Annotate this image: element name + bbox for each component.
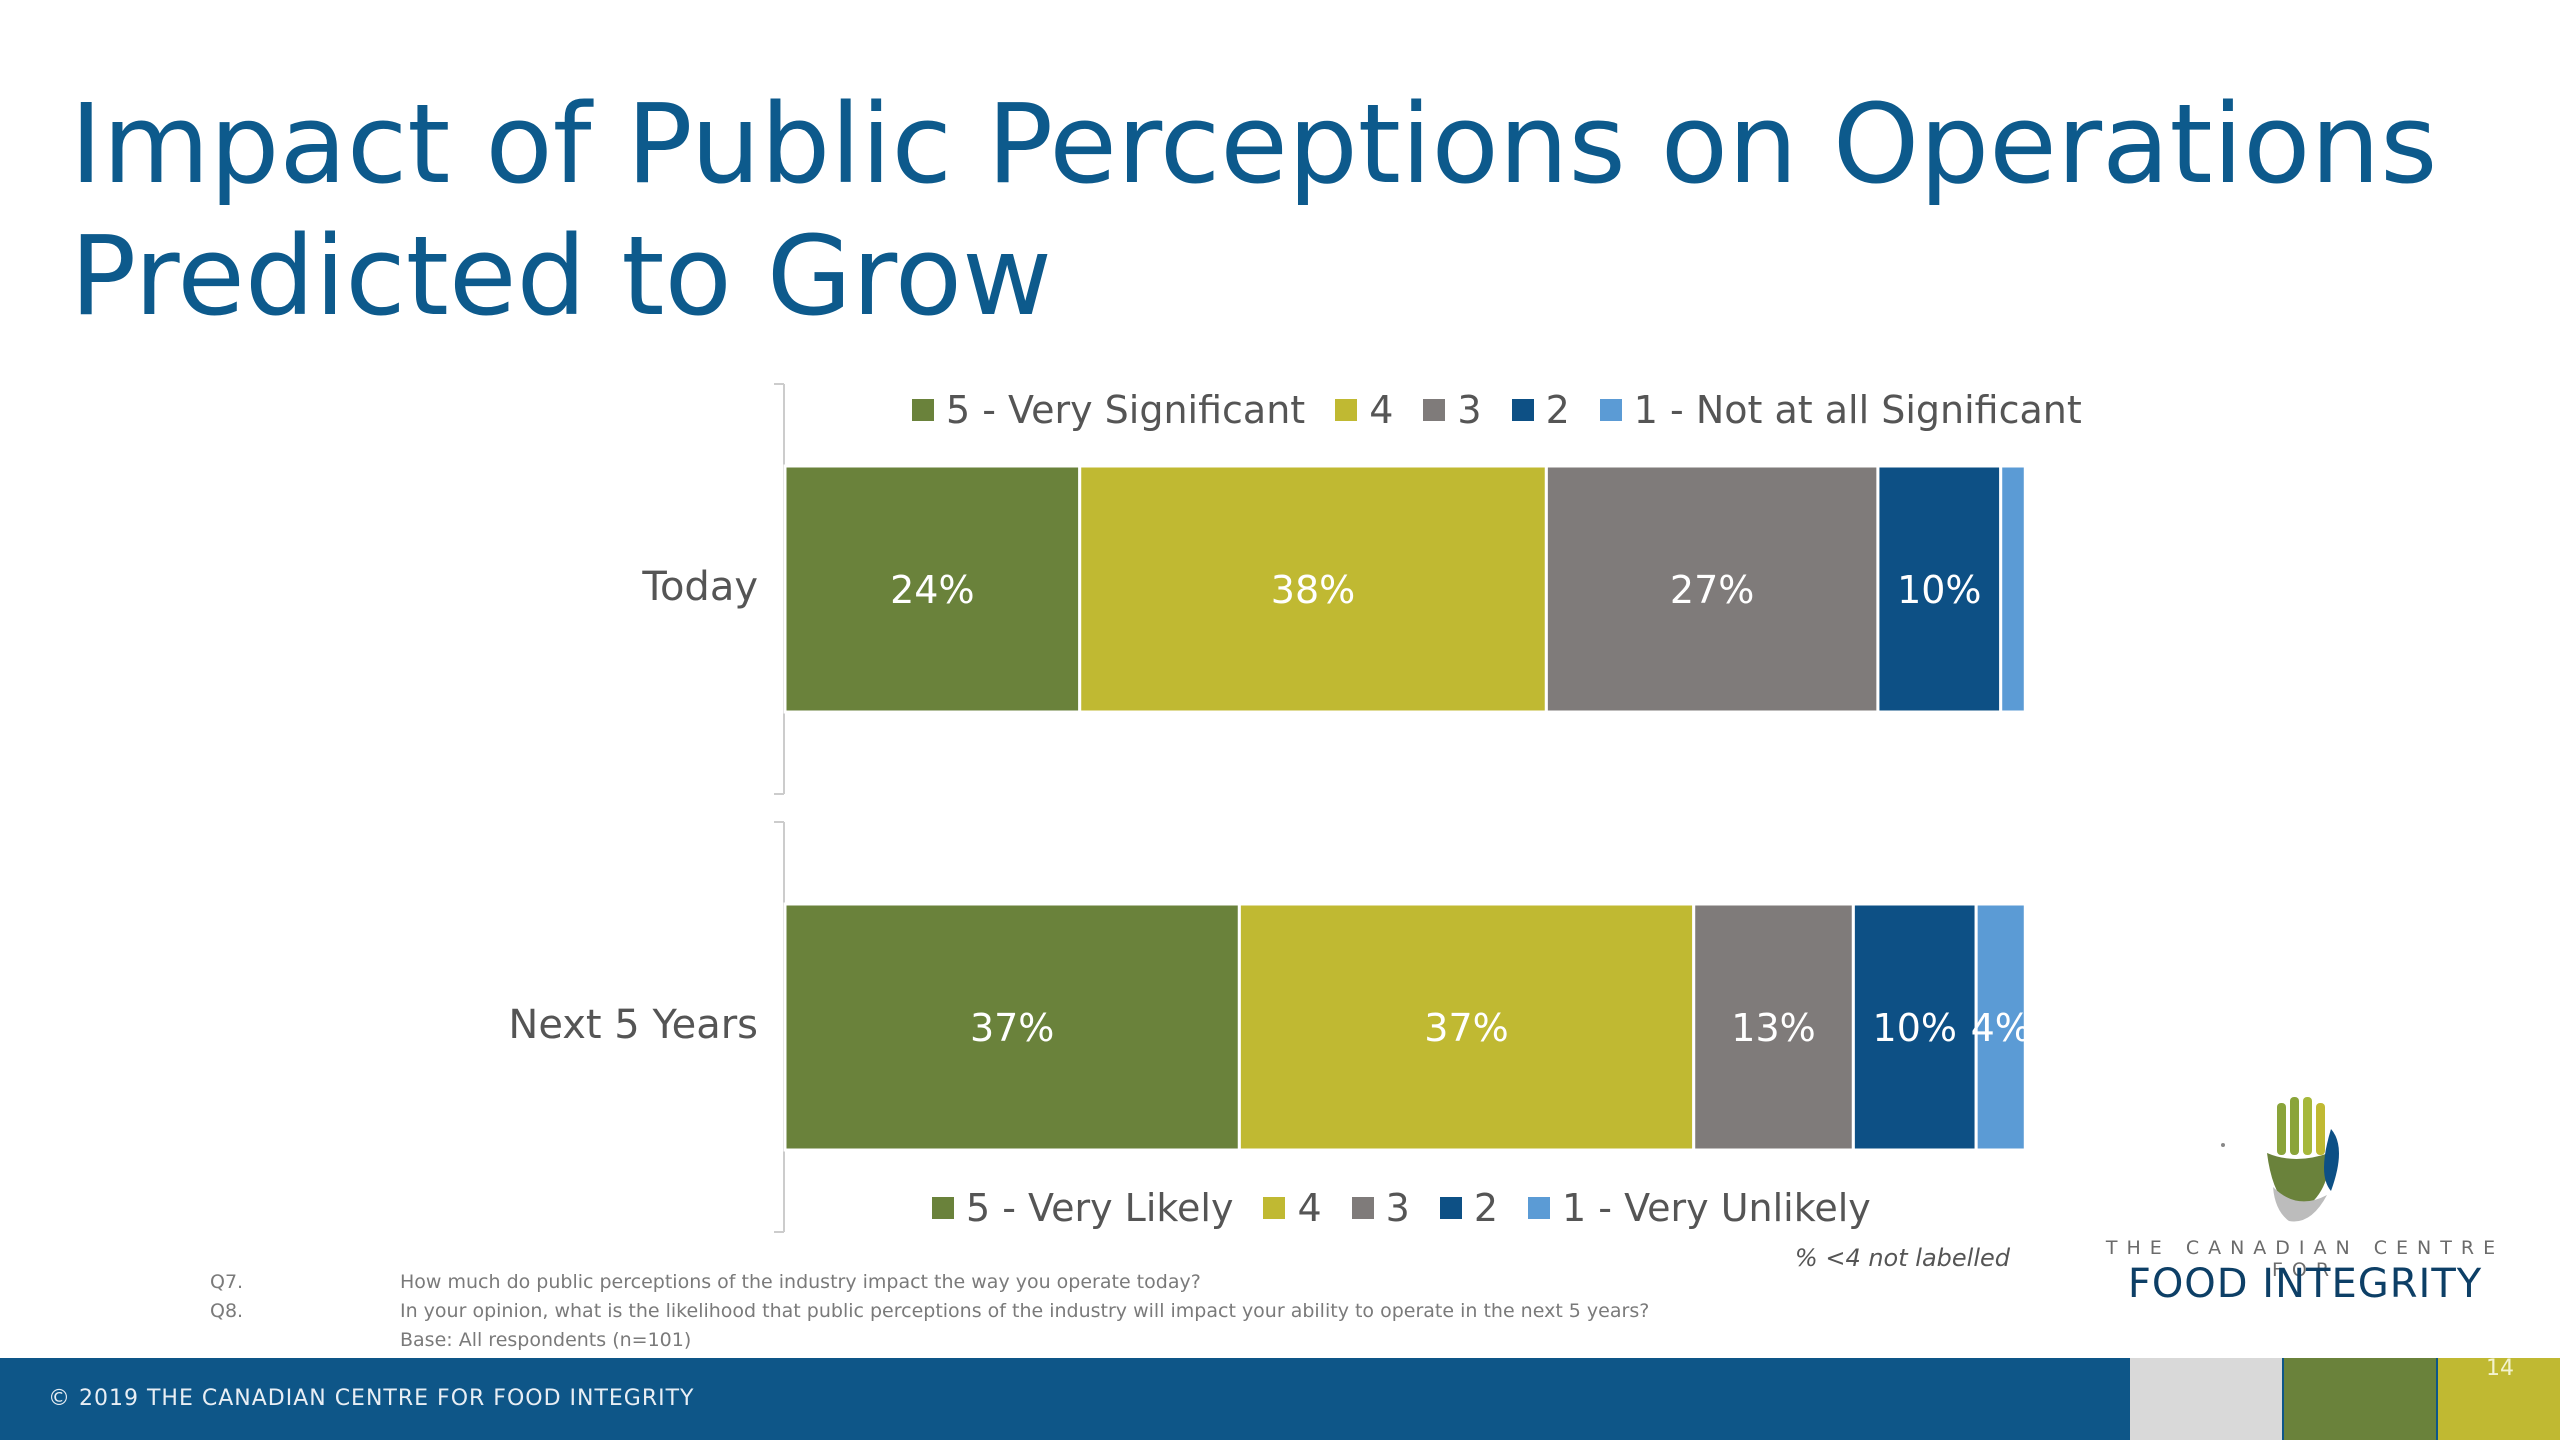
legend-label: 2 xyxy=(1473,1186,1499,1230)
data-label-1-1: 4% xyxy=(1971,1006,2031,1050)
footnote-text: How much do public perceptions of the in… xyxy=(400,1271,1201,1293)
legend-today-item-2: 3 xyxy=(1423,388,1482,432)
legend-next-item-4: 1 - Very Unlikely xyxy=(1528,1186,1871,1230)
bar-segment-1-1 xyxy=(1974,902,2027,1152)
legend-label: 5 - Very Likely xyxy=(966,1186,1234,1230)
data-label-1-4: 37% xyxy=(1424,1006,1508,1050)
legend-swatch xyxy=(1351,1197,1374,1219)
footnote-text: In your opinion, what is the likelihood … xyxy=(400,1300,1650,1322)
legend-today-item-1: 4 xyxy=(1335,388,1393,432)
bar-segment-1-4 xyxy=(1237,902,1696,1152)
footer-copyright: © 2019 THE CANADIAN CENTRE FOR FOOD INTE… xyxy=(48,1386,695,1411)
legend-today-item-4: 1 - Not at all Significant xyxy=(1599,388,2082,432)
legend-next-5-years: 5 - Very Likely 4 3 2 1 - Very Unlikely xyxy=(932,1186,1871,1230)
legend-swatch xyxy=(912,399,934,421)
page-number: 14 xyxy=(2486,1356,2514,1381)
legend-swatch xyxy=(1439,1197,1462,1219)
footer-block-yellow xyxy=(2438,1358,2560,1440)
legend-today-item-0: 5 - Very Significant xyxy=(912,388,1305,432)
data-label-0-5: 24% xyxy=(890,568,974,612)
bar-segment-0-1 xyxy=(1999,464,2027,714)
legend-next-item-0: 5 - Very Likely xyxy=(932,1186,1233,1230)
data-label-1-3: 13% xyxy=(1731,1006,1815,1050)
footnote-code: Q8. xyxy=(210,1300,244,1322)
footnote-q8: Q8. In your opinion, what is the likelih… xyxy=(210,1297,1770,1326)
data-label-1-2: 10% xyxy=(1873,1006,1957,1050)
legend-label: 2 xyxy=(1545,388,1570,432)
legend-swatch xyxy=(1263,1197,1286,1219)
legend-label: 4 xyxy=(1369,388,1394,432)
data-label-0-3: 27% xyxy=(1670,568,1754,612)
legend-label: 4 xyxy=(1297,1186,1322,1230)
bar-segment-0-2 xyxy=(1876,464,2003,714)
bar-segment-1-5 xyxy=(783,902,1241,1152)
bar-segment-0-4 xyxy=(1078,464,1548,714)
legend-label: 5 - Very Significant xyxy=(946,388,1306,432)
legend-today-item-3: 2 xyxy=(1511,388,1570,432)
legend-next-item-3: 2 xyxy=(1439,1186,1499,1230)
category-label-next-5-years: Next 5 Years xyxy=(508,1002,758,1048)
data-label-0-2: 10% xyxy=(1897,568,1981,612)
bar-segment-0-3 xyxy=(1544,464,1880,714)
footnote-q7: Q7. How much do public perceptions of th… xyxy=(210,1268,1770,1297)
not-labelled-note: % <4 not labelled xyxy=(1794,1244,2010,1272)
legend-swatch xyxy=(1335,399,1358,421)
footnotes: Q7. How much do public perceptions of th… xyxy=(210,1268,1770,1355)
legend-today: 5 - Very Significant 4 3 2 1 - Not at all Si… xyxy=(912,388,2082,432)
legend-label: 1 - Very Unlikely xyxy=(1562,1186,1871,1230)
footnote-base: Base: All respondents (n=101) xyxy=(210,1326,1770,1355)
legend-label: 1 - Not at all Significant xyxy=(1633,388,2082,432)
legend-next-item-1: 4 xyxy=(1263,1186,1322,1230)
legend-swatch xyxy=(932,1197,954,1219)
footnote-code: Q7. xyxy=(210,1271,244,1293)
stacked-bar-chart: 24% 38% 27% 10% 37% 37% 13% 10% 4% xyxy=(774,383,2031,1233)
footer-block-gray xyxy=(2130,1358,2282,1440)
legend-swatch xyxy=(1528,1197,1551,1219)
footnote-text: Base: All respondents (n=101) xyxy=(400,1329,692,1351)
page-title-line-2: Predicted to Grow xyxy=(70,212,1053,340)
legend-label: 3 xyxy=(1385,1186,1410,1230)
footer-block-green xyxy=(2284,1358,2436,1440)
legend-swatch xyxy=(1511,399,1534,421)
legend-swatch xyxy=(1599,399,1622,421)
ccfi-logo: THE CANADIAN CENTRE FOR FOOD INTEGRITY xyxy=(2085,1095,2525,1307)
data-label-1-5: 37% xyxy=(970,1006,1054,1050)
logo-text-line-2: FOOD INTEGRITY xyxy=(2127,1261,2483,1307)
legend-label: 3 xyxy=(1457,388,1482,432)
category-label-today: Today xyxy=(642,564,758,610)
bar-segment-1-3 xyxy=(1692,902,1855,1152)
page-title: Impact of Public Perceptions on Operatio… xyxy=(70,78,2470,342)
legend-next-item-2: 3 xyxy=(1351,1186,1410,1230)
footnote-code xyxy=(210,1326,400,1355)
hand-leaf-icon xyxy=(2221,1097,2339,1222)
legend-swatch xyxy=(1423,399,1446,421)
data-label-0-4: 38% xyxy=(1271,568,1355,612)
logo-text-line-1: THE CANADIAN CENTRE FOR xyxy=(2105,1237,2505,1281)
page-title-line-1: Impact of Public Perceptions on Operatio… xyxy=(70,80,2438,208)
